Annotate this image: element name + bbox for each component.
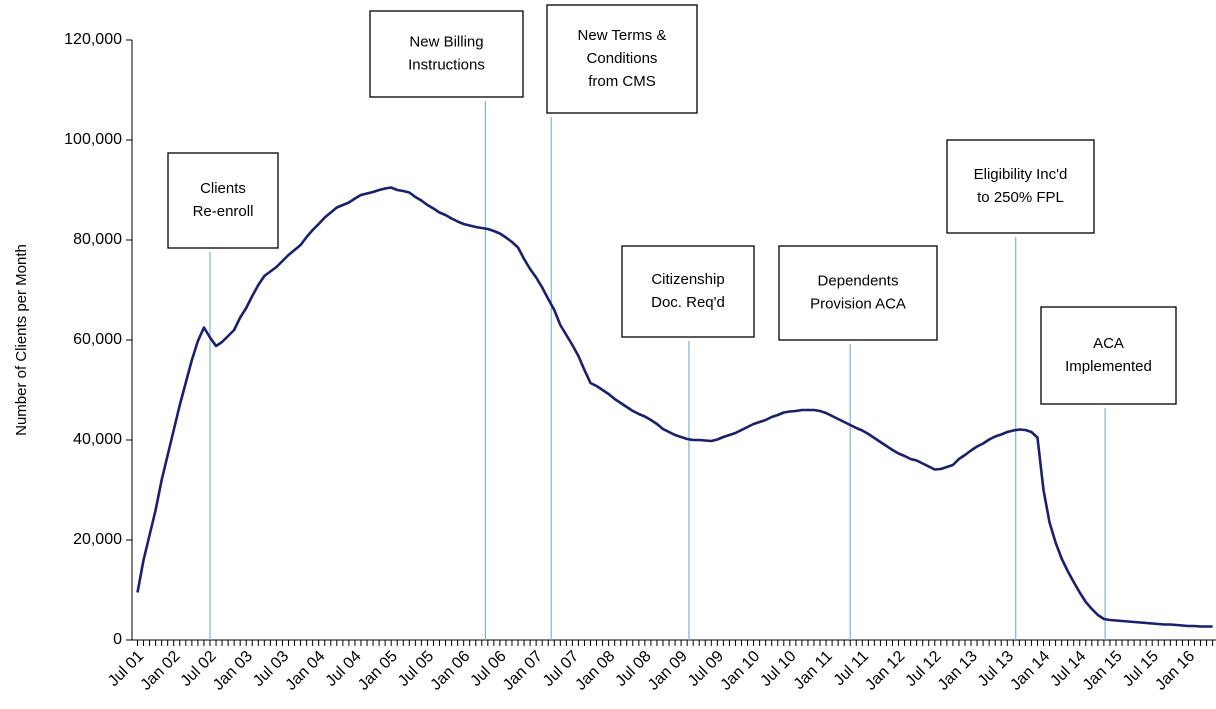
x-tick-label: Jan 15 <box>1080 648 1126 694</box>
annotation-text: New Billing <box>409 33 483 50</box>
x-tick-label: Jan 04 <box>283 648 329 694</box>
x-tick-label: Jan 06 <box>427 648 473 694</box>
annotation-box <box>946 139 1095 234</box>
annotation-box <box>778 245 938 341</box>
x-tick-label: Jan 03 <box>210 648 256 694</box>
x-tick-label: Jan 10 <box>717 648 763 694</box>
y-tick-label: 0 <box>113 631 122 648</box>
annotation-text: Clients <box>200 180 246 197</box>
x-tick-label: Jan 09 <box>645 648 691 694</box>
x-tick-label: Jan 11 <box>791 648 836 693</box>
y-tick-label: 20,000 <box>73 531 122 548</box>
y-tick-label: 40,000 <box>73 431 122 448</box>
x-tick-label: Jan 14 <box>1007 648 1053 694</box>
y-tick-label: 120,000 <box>64 31 122 48</box>
annotation-box <box>369 10 524 98</box>
annotation-text: ACA <box>1093 335 1124 352</box>
annotation-box <box>546 4 698 114</box>
annotation-text: from CMS <box>588 73 656 90</box>
annotation-text: Dependents <box>818 272 899 289</box>
y-axis-label: Number of Clients per Month <box>13 244 30 436</box>
y-tick-label: 60,000 <box>73 331 122 348</box>
x-tick-label: Jan 12 <box>862 648 908 694</box>
annotation-text: Re-enroll <box>193 203 254 220</box>
x-tick-label: Jan 05 <box>355 648 401 694</box>
annotation-text: Doc. Req'd <box>651 294 725 311</box>
annotation-text: Eligibility Inc'd <box>974 166 1068 183</box>
x-tick-label: Jan 08 <box>572 648 618 694</box>
annotation-text: Implemented <box>1065 358 1152 375</box>
annotation-text: Conditions <box>587 50 658 67</box>
x-tick-label: Jan 16 <box>1152 648 1198 694</box>
annotation-text: Instructions <box>408 56 485 73</box>
x-tick-label: Jan 07 <box>500 648 546 694</box>
annotation-text: New Terms & <box>578 27 667 44</box>
annotation-text: to 250% FPL <box>977 189 1064 206</box>
annotation-box <box>621 245 755 338</box>
y-tick-label: 80,000 <box>73 231 122 248</box>
annotation-box <box>1040 306 1177 405</box>
annotation-text: Provision ACA <box>810 295 906 312</box>
annotation-box <box>167 152 279 249</box>
x-tick-label: Jan 02 <box>138 648 184 694</box>
y-tick-label: 100,000 <box>64 131 122 148</box>
x-tick-label: Jan 13 <box>935 648 981 694</box>
annotation-text: Citizenship <box>651 271 724 288</box>
data-line <box>136 186 1213 628</box>
